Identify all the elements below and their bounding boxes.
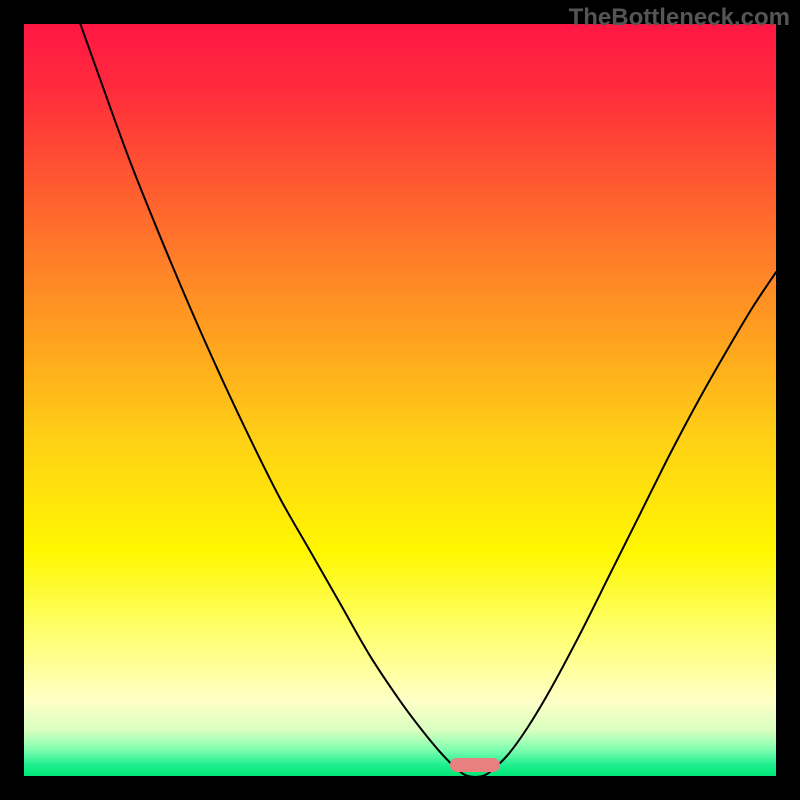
- bottleneck-curve-svg: [24, 24, 776, 776]
- image-root: TheBottleneck.com: [0, 0, 800, 800]
- bottleneck-curve: [80, 24, 776, 776]
- watermark-text: TheBottleneck.com: [569, 4, 790, 32]
- plot-area: [24, 24, 776, 776]
- optimal-marker-pill: [450, 758, 500, 772]
